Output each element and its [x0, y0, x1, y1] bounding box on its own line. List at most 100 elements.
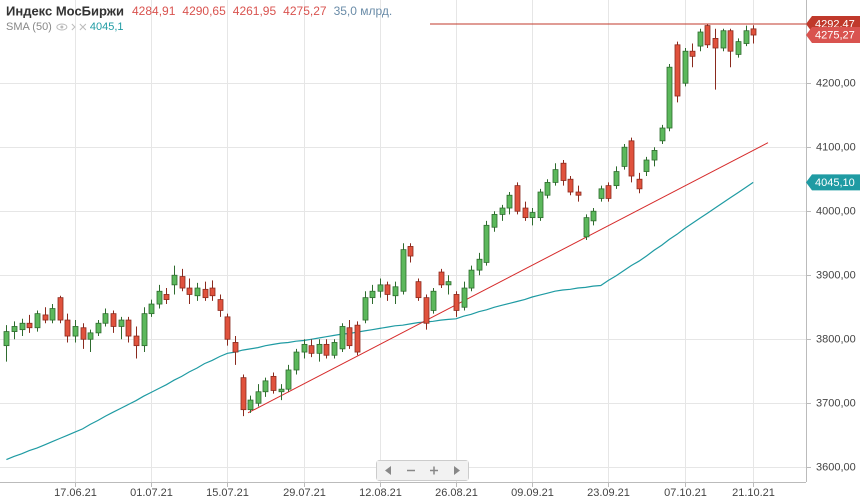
plot [3, 23, 806, 461]
candle-body [369, 290, 376, 299]
candle-body [560, 162, 567, 181]
candle-body [651, 150, 658, 161]
candle [26, 314, 33, 333]
scroll-bar [376, 460, 469, 481]
y-tick-label: 3600,00 [816, 461, 856, 473]
candle-body [102, 313, 109, 324]
candle-body [34, 313, 41, 329]
open-label: 4284,91 [132, 4, 176, 18]
candle [133, 326, 140, 359]
candle-body [308, 345, 315, 354]
candle-body [636, 178, 643, 190]
candle [369, 284, 376, 305]
price-tag: 4045,10 [806, 174, 860, 191]
candle-body [453, 294, 460, 311]
settings-icon[interactable] [71, 23, 76, 31]
candle [468, 265, 475, 292]
candle-body [643, 159, 650, 172]
zoom-out[interactable] [400, 461, 422, 480]
candle [202, 281, 209, 301]
candle-body [316, 343, 323, 354]
indicator-icons[interactable] [56, 23, 87, 31]
candle-body [19, 322, 26, 331]
candle-body [163, 294, 170, 300]
candle-body [743, 30, 750, 44]
candle [95, 320, 102, 337]
candle [224, 313, 231, 346]
candle [743, 25, 750, 47]
candle [720, 28, 727, 52]
candle-body [407, 246, 414, 257]
close-icon[interactable] [79, 23, 87, 31]
candle [42, 307, 49, 324]
y-tick-label: 4000,00 [816, 205, 856, 217]
candle-body [483, 224, 490, 263]
candle [643, 156, 650, 177]
arrow-icon [454, 466, 460, 475]
candle [354, 321, 361, 356]
candle [598, 185, 605, 202]
candle [285, 364, 292, 392]
price-tag-box [806, 174, 860, 191]
candle-body [331, 342, 338, 356]
candle [34, 310, 41, 332]
candle [697, 28, 704, 52]
scroll-right[interactable] [446, 461, 468, 480]
candle [163, 288, 170, 305]
candle-body [529, 212, 536, 219]
candle [590, 208, 597, 226]
price-tag: 4275,27 [806, 27, 860, 44]
candle-body [323, 343, 330, 356]
candle [491, 211, 498, 232]
candle-body [750, 28, 757, 36]
x-tick-label: 09.09.21 [511, 487, 554, 499]
candle-body [537, 191, 544, 219]
candle-body [354, 324, 361, 353]
candle-body [682, 50, 689, 84]
candle-body [247, 399, 254, 411]
candle-body [64, 319, 71, 337]
candle-body [704, 25, 711, 46]
eye-icon[interactable] [56, 23, 68, 31]
candle-body [285, 369, 292, 390]
candle [293, 348, 300, 375]
candle [64, 313, 71, 343]
candle [247, 395, 254, 413]
scroll-left[interactable] [377, 461, 399, 480]
candle-body [224, 316, 231, 340]
candle [636, 172, 643, 194]
candle [323, 339, 330, 359]
candle-body [476, 258, 483, 271]
candle-body [301, 343, 308, 353]
candle [567, 176, 574, 196]
y-tick-label: 3800,00 [816, 333, 856, 345]
candle-body [26, 322, 33, 329]
candle [430, 288, 437, 314]
candle [331, 339, 338, 359]
candle [87, 329, 94, 353]
zoom-in[interactable] [423, 461, 445, 480]
candle [712, 28, 719, 90]
high-label: 4290,65 [182, 4, 226, 18]
candle [118, 316, 125, 340]
x-tick-label: 01.07.21 [130, 487, 173, 499]
candle [735, 38, 742, 58]
candle [628, 137, 635, 183]
candle [262, 377, 269, 397]
candle-body [666, 66, 673, 129]
x-tick-label: 15.07.21 [206, 487, 249, 499]
candle [209, 280, 216, 301]
candle [476, 252, 483, 276]
candle [453, 291, 460, 317]
candle [3, 325, 10, 362]
candle [255, 384, 262, 407]
candle-body [423, 297, 430, 324]
candle-body [110, 313, 117, 327]
scroll-controls [376, 460, 469, 481]
candle-body [133, 335, 140, 347]
candle-body [590, 210, 597, 222]
candle-body [491, 214, 498, 228]
candle-body [3, 331, 10, 347]
